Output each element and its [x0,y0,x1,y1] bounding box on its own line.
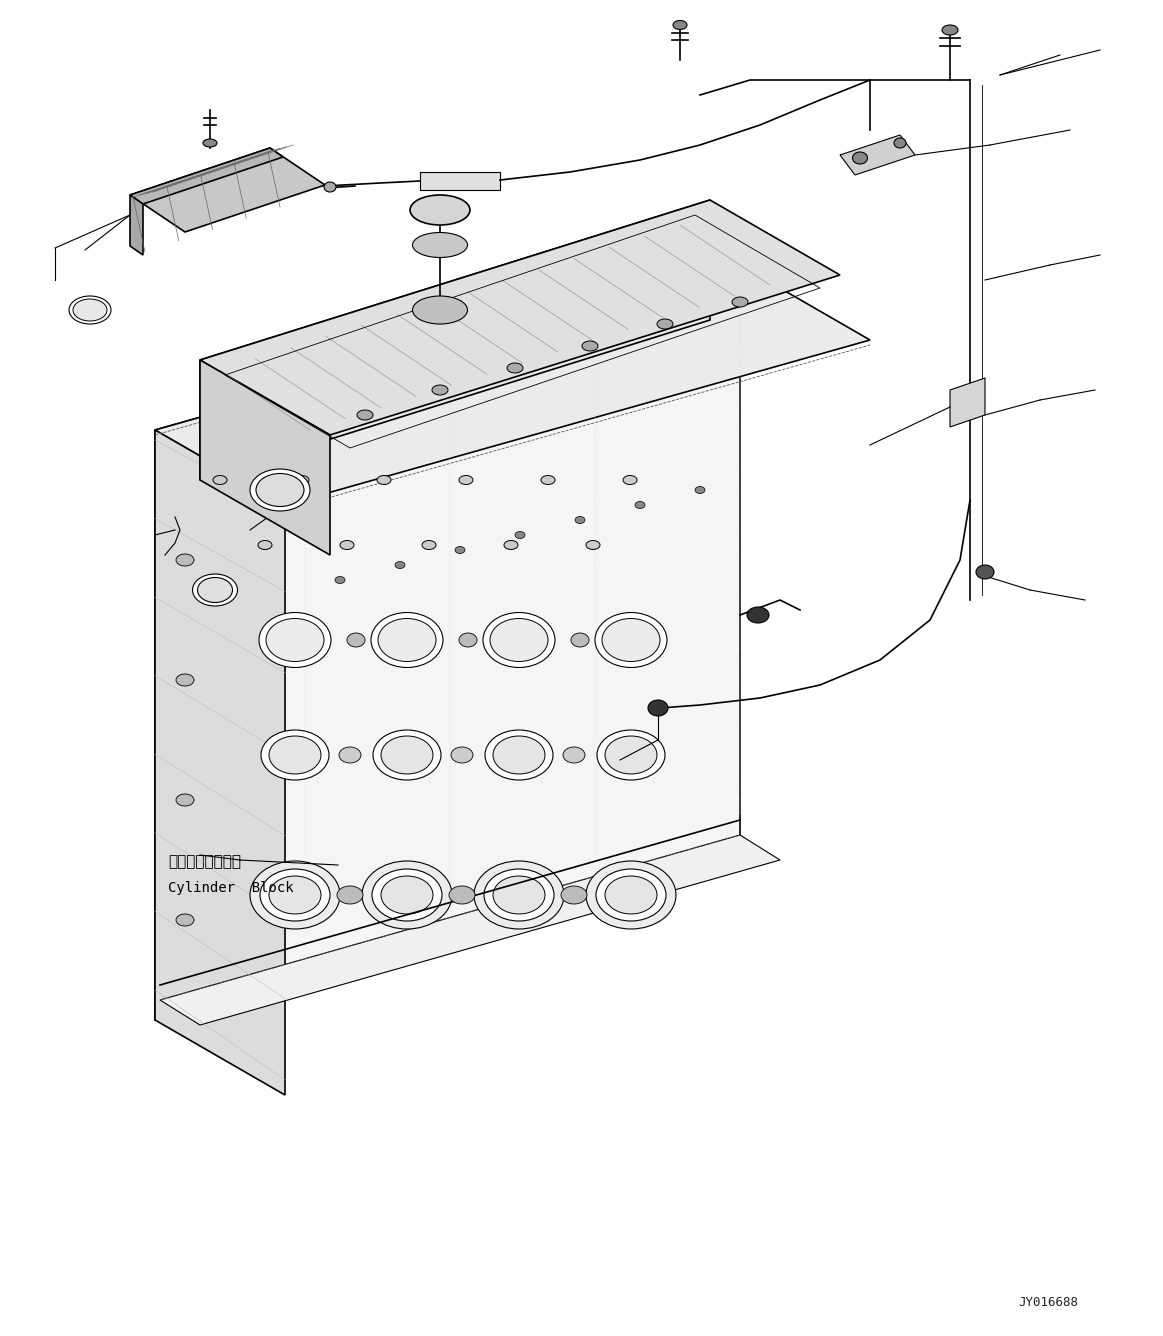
Ellipse shape [459,476,473,485]
Ellipse shape [176,673,194,685]
Ellipse shape [586,860,676,929]
Ellipse shape [176,914,194,926]
Ellipse shape [507,363,523,373]
Ellipse shape [484,868,554,921]
Ellipse shape [493,736,545,774]
Ellipse shape [942,25,958,35]
Ellipse shape [259,612,331,668]
Ellipse shape [347,633,365,647]
Ellipse shape [193,574,237,607]
Ellipse shape [571,633,588,647]
Ellipse shape [261,729,329,780]
Ellipse shape [976,565,994,578]
Ellipse shape [422,541,436,549]
Ellipse shape [563,747,585,763]
Ellipse shape [493,876,545,914]
Ellipse shape [204,139,217,147]
Ellipse shape [673,20,687,29]
Ellipse shape [176,554,194,566]
Ellipse shape [586,541,600,549]
Ellipse shape [894,138,906,148]
Ellipse shape [605,876,657,914]
Ellipse shape [459,633,477,647]
Text: シリンダブロック: シリンダブロック [167,855,241,870]
Ellipse shape [362,860,452,929]
Ellipse shape [338,747,361,763]
Ellipse shape [605,736,657,774]
Polygon shape [840,135,915,175]
Ellipse shape [695,486,705,493]
Ellipse shape [657,319,673,329]
Ellipse shape [372,868,442,921]
Ellipse shape [256,473,304,506]
Bar [420,172,500,190]
Ellipse shape [451,747,473,763]
Ellipse shape [381,876,433,914]
Ellipse shape [413,232,468,258]
Ellipse shape [295,476,309,485]
Ellipse shape [213,476,227,485]
Ellipse shape [483,612,555,668]
Ellipse shape [198,577,233,603]
Ellipse shape [371,612,443,668]
Ellipse shape [515,532,525,538]
Text: JY016688: JY016688 [1018,1296,1078,1308]
Ellipse shape [449,886,475,904]
Ellipse shape [595,612,668,668]
Ellipse shape [413,297,468,325]
Ellipse shape [504,541,518,549]
Polygon shape [155,265,740,1019]
Ellipse shape [602,619,659,661]
Polygon shape [200,200,709,480]
Ellipse shape [490,619,548,661]
Polygon shape [200,359,330,554]
Ellipse shape [475,860,564,929]
Ellipse shape [269,736,321,774]
Ellipse shape [747,607,769,623]
Ellipse shape [250,860,340,929]
Ellipse shape [852,152,868,164]
Polygon shape [160,835,780,1025]
Ellipse shape [541,476,555,485]
Ellipse shape [357,410,373,420]
Ellipse shape [381,736,433,774]
Ellipse shape [269,876,321,914]
Ellipse shape [595,868,666,921]
Ellipse shape [266,619,324,661]
Polygon shape [155,265,870,505]
Polygon shape [130,148,324,232]
Ellipse shape [561,886,587,904]
Ellipse shape [324,182,336,192]
Polygon shape [200,200,840,436]
Ellipse shape [635,501,645,509]
Ellipse shape [373,729,441,780]
Ellipse shape [575,517,585,524]
Ellipse shape [732,297,748,307]
Ellipse shape [340,541,354,549]
Ellipse shape [69,297,110,325]
Ellipse shape [176,794,194,806]
Ellipse shape [431,385,448,395]
Ellipse shape [337,886,363,904]
Polygon shape [950,378,985,428]
Ellipse shape [258,541,272,549]
Ellipse shape [597,729,665,780]
Ellipse shape [582,341,598,351]
Ellipse shape [411,195,470,224]
Ellipse shape [250,469,311,510]
Ellipse shape [623,476,637,485]
Text: Cylinder  Block: Cylinder Block [167,880,293,895]
Ellipse shape [648,700,668,716]
Ellipse shape [261,868,330,921]
Polygon shape [155,430,285,1096]
Ellipse shape [395,561,405,569]
Ellipse shape [378,619,436,661]
Ellipse shape [335,577,345,584]
Polygon shape [130,195,143,255]
Ellipse shape [73,299,107,321]
Polygon shape [130,148,283,204]
Ellipse shape [377,476,391,485]
Ellipse shape [455,546,465,553]
Ellipse shape [485,729,552,780]
